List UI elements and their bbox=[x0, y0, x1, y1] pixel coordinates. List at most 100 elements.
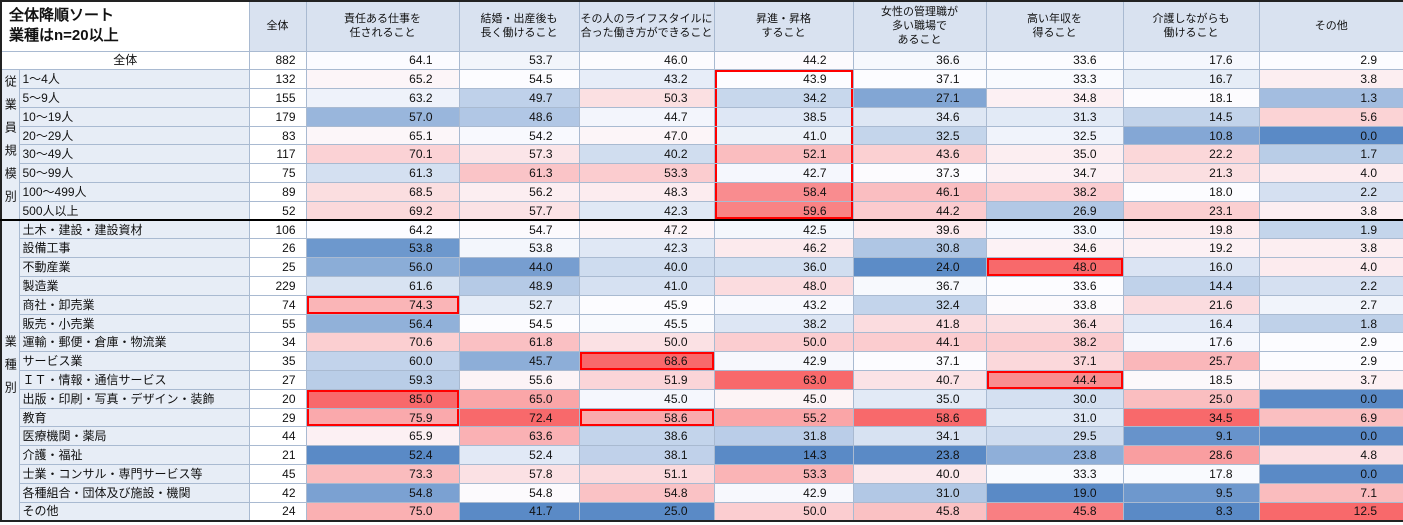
row-label: 土木・建設・建設資材 bbox=[18, 219, 250, 240]
row-label-total: 全体 bbox=[0, 50, 250, 71]
data-cell: 45.8 bbox=[852, 501, 987, 522]
data-cell: 37.1 bbox=[985, 351, 1124, 372]
data-cell: 47.0 bbox=[578, 125, 715, 146]
table-row: 医療機関・薬局 44 65.9 63.6 38.6 31.8 34.1 29.5 9.1 0.0 bbox=[1, 426, 1403, 447]
data-cell: 41.8 bbox=[852, 313, 987, 334]
row-label: サービス業 bbox=[18, 351, 250, 372]
column-header: その人のライフスタイルに 合った働き方ができること bbox=[578, 0, 715, 52]
data-cell: 47.2 bbox=[578, 219, 715, 240]
data-cell: 3.8 bbox=[1258, 200, 1403, 221]
data-cell: 34.6 bbox=[852, 106, 987, 127]
data-cell: 34.6 bbox=[985, 238, 1124, 259]
data-cell: 56.4 bbox=[305, 313, 460, 334]
data-cell: 17.8 bbox=[1122, 464, 1260, 484]
data-cell: 2.9 bbox=[1258, 50, 1403, 71]
data-cell: 36.0 bbox=[713, 257, 854, 278]
row-label: 10〜19人 bbox=[18, 106, 250, 127]
data-cell: 57.3 bbox=[458, 144, 580, 165]
data-cell: 70.6 bbox=[305, 332, 460, 353]
data-cell: 50.0 bbox=[578, 332, 715, 353]
row-label: 教育 bbox=[18, 407, 250, 428]
data-cell: 6.9 bbox=[1258, 407, 1403, 428]
data-cell: 34.8 bbox=[985, 88, 1124, 108]
data-cell: 63.6 bbox=[458, 426, 580, 447]
group-label-text: 従業員規模別 bbox=[3, 74, 18, 213]
data-cell: 28.6 bbox=[1122, 445, 1260, 466]
row-label: 各種組合・団体及び施設・機関 bbox=[18, 482, 250, 503]
data-cell: 41.7 bbox=[458, 501, 580, 522]
column-header: 昇進・昇格 すること bbox=[713, 0, 854, 52]
data-cell-highlighted: 74.3 bbox=[305, 294, 460, 315]
column-header: 女性の管理職が 多い職場で あること bbox=[852, 0, 987, 52]
data-cell-highlighted: 58.6 bbox=[578, 407, 715, 428]
n-value-cell: 83 bbox=[248, 125, 307, 146]
data-cell: 14.3 bbox=[713, 445, 854, 466]
data-cell: 31.0 bbox=[985, 407, 1124, 428]
n-value-cell: 21 bbox=[248, 445, 307, 466]
data-cell-highlighted: 34.2 bbox=[713, 88, 854, 108]
table-row: 運輸・郵便・倉庫・物流業 34 70.6 61.8 50.0 50.0 44.1 38.2 17… bbox=[1, 332, 1403, 353]
n-value-cell: 24 bbox=[248, 501, 307, 522]
data-cell: 27.1 bbox=[852, 88, 987, 108]
data-cell: 25.0 bbox=[578, 501, 715, 522]
data-cell: 26.9 bbox=[985, 200, 1124, 221]
data-cell: 9.5 bbox=[1122, 482, 1260, 503]
row-label: 製造業 bbox=[18, 276, 250, 296]
data-cell: 38.1 bbox=[578, 445, 715, 466]
data-cell: 51.1 bbox=[578, 464, 715, 484]
data-cell: 52.7 bbox=[458, 294, 580, 315]
n-value-cell: 117 bbox=[248, 144, 307, 165]
data-cell: 42.3 bbox=[578, 238, 715, 259]
data-cell: 5.6 bbox=[1258, 106, 1403, 127]
data-cell: 17.6 bbox=[1122, 50, 1260, 71]
data-cell: 64.1 bbox=[305, 50, 460, 71]
data-cell: 51.9 bbox=[578, 370, 715, 390]
data-cell: 32.5 bbox=[852, 125, 987, 146]
n-value-cell: 882 bbox=[248, 50, 307, 71]
column-header: その他 bbox=[1258, 0, 1403, 52]
title-line-1: 全体降順ソート bbox=[9, 7, 115, 24]
data-cell: 54.5 bbox=[458, 313, 580, 334]
data-cell-highlighted: 52.1 bbox=[713, 144, 854, 165]
data-cell: 18.5 bbox=[1122, 370, 1260, 390]
data-cell: 16.0 bbox=[1122, 257, 1260, 278]
data-cell: 22.2 bbox=[1122, 144, 1260, 165]
data-cell: 50.3 bbox=[578, 88, 715, 108]
data-cell: 33.6 bbox=[985, 276, 1124, 296]
data-cell: 63.0 bbox=[713, 370, 854, 390]
data-cell: 1.3 bbox=[1258, 88, 1403, 108]
data-cell: 53.3 bbox=[713, 464, 854, 484]
n-value-cell: 229 bbox=[248, 276, 307, 296]
data-cell: 0.0 bbox=[1258, 125, 1403, 146]
table-title: 全体降順ソート 業種はn=20以上 bbox=[0, 0, 250, 52]
table-row: 設備工事 26 53.8 53.8 42.3 46.2 30.8 34.6 19.2 3.8 bbox=[1, 238, 1403, 259]
column-header: 介護しながらも 働けること bbox=[1122, 0, 1260, 52]
data-cell: 34.5 bbox=[1122, 407, 1260, 428]
data-cell: 9.1 bbox=[1122, 426, 1260, 447]
n-value-cell: 20 bbox=[248, 388, 307, 409]
row-label: 商社・卸売業 bbox=[18, 294, 250, 315]
data-cell: 58.6 bbox=[852, 407, 987, 428]
data-cell: 53.8 bbox=[458, 238, 580, 259]
data-cell: 45.5 bbox=[578, 313, 715, 334]
data-cell: 53.8 bbox=[305, 238, 460, 259]
data-cell: 45.0 bbox=[578, 388, 715, 409]
n-value-cell: 155 bbox=[248, 88, 307, 108]
table-row: 5〜9人 155 63.2 49.7 50.3 34.2 27.1 34.8 18.1 1.3 bbox=[1, 88, 1403, 108]
table-row: 各種組合・団体及び施設・機関 42 54.8 54.8 54.8 42.9 31.0 19.0… bbox=[1, 482, 1403, 503]
data-cell: 18.0 bbox=[1122, 182, 1260, 202]
data-cell: 30.0 bbox=[985, 388, 1124, 409]
data-cell: 45.8 bbox=[985, 501, 1124, 522]
n-value-cell: 27 bbox=[248, 370, 307, 390]
data-cell: 65.2 bbox=[305, 69, 460, 90]
table-row: 出版・印刷・写真・デザイン・装飾 20 85.0 65.0 45.0 45.0 35.0 30… bbox=[1, 388, 1403, 409]
data-cell: 56.0 bbox=[305, 257, 460, 278]
data-cell: 59.3 bbox=[305, 370, 460, 390]
data-cell: 0.0 bbox=[1258, 464, 1403, 484]
table-row: その他 24 75.0 41.7 25.0 50.0 45.8 45.8 8.3 12.5 bbox=[1, 501, 1403, 522]
title-line-2: 業種はn=20以上 bbox=[9, 27, 119, 45]
data-cell: 2.2 bbox=[1258, 182, 1403, 202]
data-cell: 33.0 bbox=[985, 219, 1124, 240]
data-cell: 23.8 bbox=[852, 445, 987, 466]
data-cell: 41.0 bbox=[578, 276, 715, 296]
